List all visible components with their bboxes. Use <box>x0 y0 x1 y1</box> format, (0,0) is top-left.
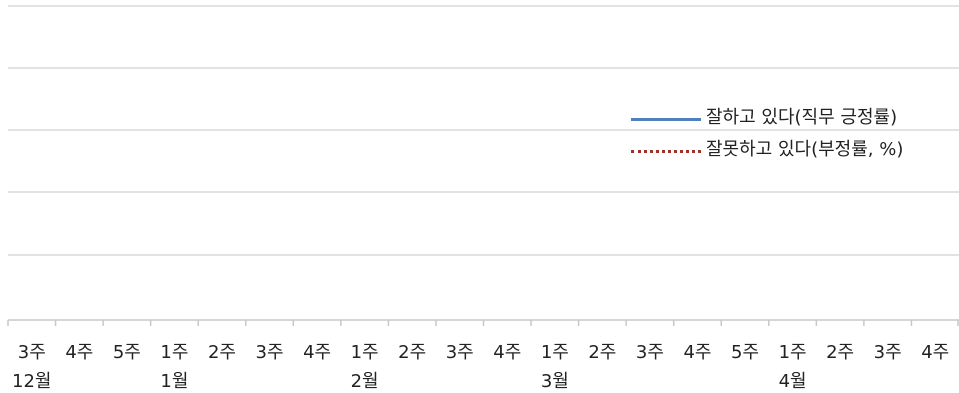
legend-item-approve: 잘하고 있다(직무 긍정률) <box>631 106 949 138</box>
week-tick-label: 1주 <box>160 342 188 363</box>
week-tick-label: 4주 <box>921 342 949 363</box>
month-tick-label: 3월 <box>541 371 569 392</box>
week-tick-label: 2주 <box>588 342 616 363</box>
month-tick-label: 4월 <box>779 371 807 392</box>
legend-item-disapprove: 잘못하고 있다(부정률, %) <box>631 138 949 170</box>
week-tick-label: 1주 <box>779 342 807 363</box>
week-tick-label: 3주 <box>636 342 664 363</box>
week-tick-label: 4주 <box>683 342 711 363</box>
week-tick-label: 3주 <box>256 342 284 363</box>
week-tick-label: 4주 <box>493 342 521 363</box>
month-tick-label: 2월 <box>351 371 379 392</box>
x-axis <box>7 319 959 326</box>
month-tick-label: 12월 <box>12 371 51 392</box>
legend-label-approve: 잘하고 있다(직무 긍정률) <box>706 107 898 128</box>
week-tick-label: 3주 <box>18 342 46 363</box>
week-tick-label: 3주 <box>874 342 902 363</box>
legend-label-disapprove: 잘못하고 있다(부정률, %) <box>706 139 904 160</box>
month-tick-label: 1월 <box>160 371 188 392</box>
week-tick-label: 4주 <box>65 342 93 363</box>
week-tick-labels: 3주 4주 5주 1주 2주 3주 4주 1주 2주 3주 4주 1주 2주 3주 4주 5주 1주 2주 3주 4주 <box>18 342 949 363</box>
week-tick-label: 3주 <box>446 342 474 363</box>
gridlines <box>8 5 959 256</box>
legend-swatch-solid-line <box>631 118 701 121</box>
week-tick-label: 2주 <box>208 342 236 363</box>
legend-swatch-dotted-line <box>631 150 701 153</box>
week-tick-label: 5주 <box>113 342 141 363</box>
week-tick-label: 1주 <box>351 342 379 363</box>
week-tick-label: 2주 <box>398 342 426 363</box>
week-tick-label: 2주 <box>826 342 854 363</box>
week-tick-label: 1주 <box>541 342 569 363</box>
month-tick-labels: 12월 1월 2월 3월 4월 <box>12 371 807 392</box>
week-tick-label: 4주 <box>303 342 331 363</box>
legend: 잘하고 있다(직무 긍정률) 잘못하고 있다(부정률, %) <box>631 106 949 170</box>
week-tick-label: 5주 <box>731 342 759 363</box>
